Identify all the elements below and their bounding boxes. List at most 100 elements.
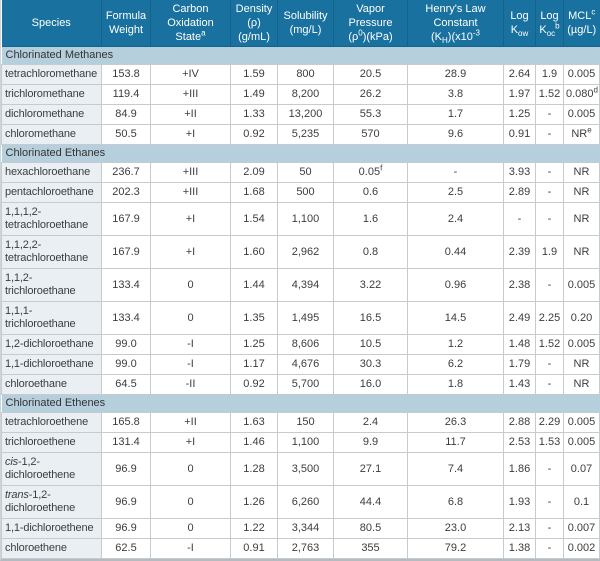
cell-density: 1.26	[230, 485, 278, 519]
cell-log-kow: 0.91	[503, 124, 536, 145]
cell-species: trichloromethane	[1, 84, 102, 105]
cell-log-kow: 1.93	[503, 485, 536, 519]
cell-formula-weight: 153.8	[101, 64, 151, 85]
column-header-species: Species	[1, 0, 102, 47]
cell-density: 1.60	[230, 235, 278, 269]
cell-mcl: 0.005	[563, 432, 600, 453]
cell-henrys-law-constant: 0.44	[407, 235, 504, 269]
cell-henrys-law-constant: 0.96	[407, 268, 504, 302]
cell-mcl: 0.1	[563, 485, 600, 519]
cell-solubility: 3,344	[277, 518, 334, 539]
cell-density: 1.49	[230, 84, 278, 105]
cell-henrys-law-constant: 3.8	[407, 84, 504, 105]
cell-formula-weight: 96.9	[101, 452, 151, 486]
column-header-carbon-oxidation-state: Carbon Oxidation Statea	[150, 0, 231, 47]
cell-henrys-law-constant: 2.5	[407, 182, 504, 203]
cell-solubility: 50	[277, 162, 334, 183]
table-row: chloromethane 50.5 +I 0.92 5,235 570 9.6 0.91- N…	[1, 124, 600, 145]
cell-carbon-oxidation-state: +II	[150, 104, 231, 125]
cell-mcl: 0.005	[563, 412, 600, 433]
table-row: 1,1,1,2-tetrachloroethane 167.9 +I 1.54 1,10…	[1, 202, 600, 236]
cell-carbon-oxidation-state: -I	[150, 538, 231, 559]
table-row: hexachloroethane 236.7 +III 2.09 50 0.05f -3.9…	[1, 162, 600, 183]
cell-mcl: 0.07	[563, 452, 600, 486]
cell-solubility: 5,700	[277, 374, 334, 395]
cell-henrys-law-constant: 1.2	[407, 334, 504, 355]
cell-species: tetrachloromethane	[1, 64, 102, 85]
table-row: tetrachloroethene 165.8 +II 1.63 150 2.4 26.3 2…	[1, 412, 600, 433]
table-row: dichloromethane 84.9 +II 1.33 13,200 55.3 1.7 1…	[1, 104, 600, 125]
column-header-mcl: MCLc (µg/L)	[563, 0, 600, 47]
cell-carbon-oxidation-state: +II	[150, 412, 231, 433]
cell-vapor-pressure: 26.2	[333, 84, 408, 105]
cell-density: 2.09	[230, 162, 278, 183]
table-row: chloroethene 62.5 -I 0.91 2,763 355 79.2 1.38-0…	[1, 538, 600, 559]
cell-vapor-pressure: 570	[333, 124, 408, 145]
cell-carbon-oxidation-state: +I	[150, 432, 231, 453]
cell-formula-weight: 167.9	[101, 235, 151, 269]
column-header-log-koc: Log Kocb	[535, 0, 564, 47]
cell-mcl: 0.20	[563, 301, 600, 335]
cell-carbon-oxidation-state: -I	[150, 334, 231, 355]
cell-henrys-law-constant: 6.8	[407, 485, 504, 519]
cell-mcl: NR	[563, 202, 600, 236]
table-row: 1,1,2-trichloroethane 133.4 0 1.44 4,394 3.22…	[1, 268, 600, 302]
cell-vapor-pressure: 1.6	[333, 202, 408, 236]
table-row: 1,1-dichloroethane 99.0 -I 1.17 4,676 30.3 6.2…	[1, 354, 600, 375]
section-row: Chlorinated Ethenes	[1, 394, 600, 413]
cell-vapor-pressure: 3.22	[333, 268, 408, 302]
table-row: tetrachloromethane 153.8 +IV 1.59 800 20.5 28.…	[1, 64, 600, 85]
cell-log-kow: 1.79	[503, 354, 536, 375]
cell-henrys-law-constant: 79.2	[407, 538, 504, 559]
cell-vapor-pressure: 355	[333, 538, 408, 559]
cell-henrys-law-constant: 14.5	[407, 301, 504, 335]
column-header-formula-weight: Formula Weight	[101, 0, 151, 47]
cell-henrys-law-constant: 7.4	[407, 452, 504, 486]
cell-log-kow: 3.93	[503, 162, 536, 183]
cell-carbon-oxidation-state: +IV	[150, 64, 231, 85]
cell-species: 1,1-dichloroethane	[1, 354, 102, 375]
cell-solubility: 3,500	[277, 452, 334, 486]
cell-log-koc: -	[535, 268, 564, 302]
cell-log-koc: 1.9	[535, 235, 564, 269]
cell-mcl: 0.005	[563, 104, 600, 125]
cell-log-koc: -	[535, 518, 564, 539]
cell-vapor-pressure: 20.5	[333, 64, 408, 85]
cell-solubility: 4,394	[277, 268, 334, 302]
cell-henrys-law-constant: 11.7	[407, 432, 504, 453]
cell-density: 1.68	[230, 182, 278, 203]
cell-henrys-law-constant: 2.4	[407, 202, 504, 236]
cell-carbon-oxidation-state: +I	[150, 202, 231, 236]
cell-density: 1.33	[230, 104, 278, 125]
cell-vapor-pressure: 16.5	[333, 301, 408, 335]
cell-log-koc: -	[535, 538, 564, 559]
cell-mcl: NRe	[563, 124, 600, 145]
cell-log-kow: 1.43	[503, 374, 536, 395]
cell-species: 1,1,1-trichloroethane	[1, 301, 102, 335]
cell-formula-weight: 236.7	[101, 162, 151, 183]
cell-density: 1.35	[230, 301, 278, 335]
cell-formula-weight: 133.4	[101, 268, 151, 302]
cell-species: 1,1,1,2-tetrachloroethane	[1, 202, 102, 236]
cell-log-koc: 1.52	[535, 84, 564, 105]
cell-formula-weight: 133.4	[101, 301, 151, 335]
cell-solubility: 13,200	[277, 104, 334, 125]
cell-log-kow: 2.88	[503, 412, 536, 433]
cell-vapor-pressure: 0.8	[333, 235, 408, 269]
cell-log-kow: 2.64	[503, 64, 536, 85]
cell-solubility: 1,100	[277, 202, 334, 236]
cell-carbon-oxidation-state: 0	[150, 518, 231, 539]
cell-vapor-pressure: 55.3	[333, 104, 408, 125]
cell-log-kow: 2.89	[503, 182, 536, 203]
cell-henrys-law-constant: 9.6	[407, 124, 504, 145]
table-row: chloroethane 64.5 -II 0.92 5,700 16.0 1.8 1.43-…	[1, 374, 600, 395]
cell-solubility: 8,200	[277, 84, 334, 105]
cell-log-koc: -	[535, 162, 564, 183]
cell-vapor-pressure: 10.5	[333, 334, 408, 355]
cell-vapor-pressure: 2.4	[333, 412, 408, 433]
cell-carbon-oxidation-state: +III	[150, 162, 231, 183]
cell-log-kow: 1.25	[503, 104, 536, 125]
cell-density: 0.92	[230, 374, 278, 395]
cell-solubility: 1,100	[277, 432, 334, 453]
